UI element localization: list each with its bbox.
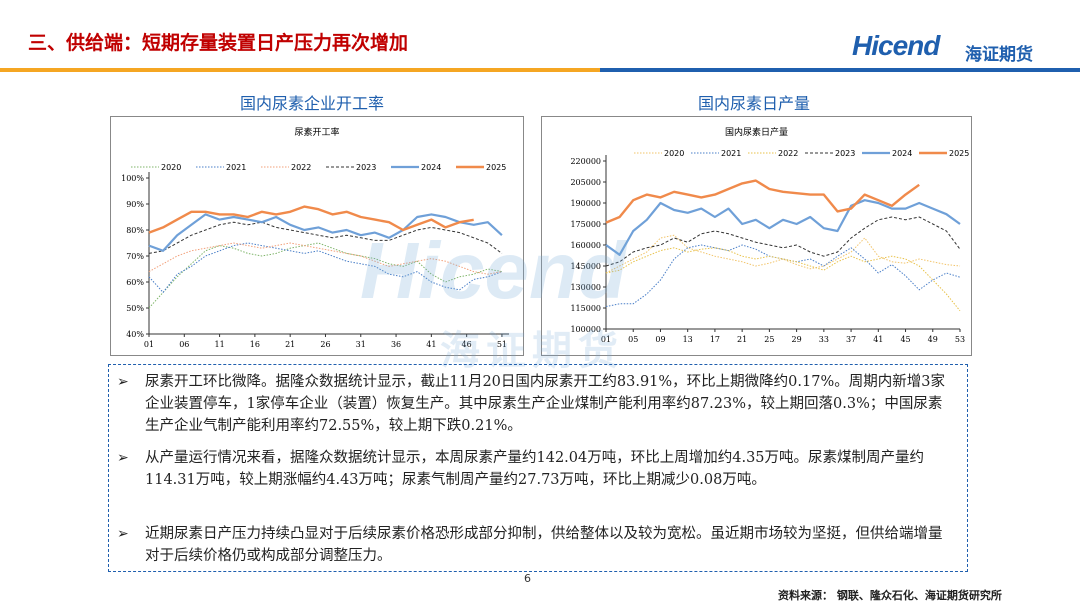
bullet-item: ➢ 从产量运行情况来看，据隆众数据统计显示，本周尿素产量约142.04万吨，环比…: [117, 447, 953, 491]
y-tick-label: 205000: [570, 178, 601, 187]
left-chart: 尿素开工率 40% 50% 60% 70% 80% 90% 100% 01 06 11 16 21 26 3…: [110, 116, 524, 356]
logo-cn-text: 海证期货: [965, 45, 1033, 65]
y-tick-label: 220000: [570, 157, 601, 166]
x-tick-label: 46: [462, 340, 472, 349]
right-chart-subtitle: 国内尿素日产量: [698, 94, 811, 113]
y-tick-label: 175000: [570, 220, 601, 229]
legend-label: 2025: [949, 149, 969, 158]
y-tick-label: 40%: [126, 330, 144, 339]
bullet-text: 从产量运行情况来看，据隆众数据统计显示，本周尿素产量约142.04万吨，环比上周…: [145, 450, 925, 488]
x-tick-label: 33: [819, 335, 829, 344]
bullet-text: 近期尿素日产压力持续凸显对于后续尿素价格恐形成部分抑制，供给整体以及较为宽松。虽…: [145, 526, 943, 564]
x-tick-label: 01: [144, 340, 154, 349]
source-note: 资料来源： 钢联、隆众石化、海证期货研究所: [778, 589, 1002, 602]
chart-title: 尿素开工率: [294, 126, 339, 138]
legend-label: 2020: [664, 149, 684, 158]
y-tick-label: 160000: [570, 241, 601, 250]
x-tick-label: 26: [320, 340, 330, 349]
x-tick-label: 06: [179, 340, 189, 349]
legend-label: 2021: [226, 163, 246, 172]
x-tick-label: 31: [356, 340, 366, 349]
logo-text: Hicend: [852, 30, 940, 61]
legend-label: 2024: [892, 149, 912, 158]
legend-label: 2024: [421, 163, 441, 172]
x-tick-label: 11: [214, 340, 224, 349]
arrow-bullet-icon: ➢: [117, 450, 129, 466]
x-tick-label: 09: [655, 335, 665, 344]
x-tick-label: 29: [792, 335, 802, 344]
y-tick-label: 100000: [570, 325, 601, 334]
right-chart: 国内尿素日产量 100000 115000 130000 145000 160000 175…: [541, 116, 972, 356]
x-tick-label: 37: [846, 335, 856, 344]
page-title: 三、供给端：短期存量装置日产压力再次增加: [28, 32, 409, 54]
series-line-2022: [605, 247, 961, 312]
x-tick-label: 25: [764, 335, 774, 344]
y-tick-label: 70%: [126, 252, 144, 261]
left-chart-svg: 尿素开工率 40% 50% 60% 70% 80% 90% 100% 01 06 11 16 21 26 3…: [121, 126, 509, 349]
y-tick-label: 130000: [570, 283, 601, 292]
y-tick-label: 190000: [570, 199, 601, 208]
x-tick-label: 36: [391, 340, 401, 349]
chart-title: 国内尿素日产量: [725, 126, 788, 138]
x-tick-label: 16: [250, 340, 260, 349]
y-tick-label: 90%: [126, 200, 144, 209]
x-tick-label: 53: [955, 335, 965, 344]
y-tick-label: 80%: [126, 226, 144, 235]
summary-box: ➢ 尿素开工环比微降。据隆众数据统计显示，截止11月20日国内尿素开工约83.9…: [108, 364, 968, 572]
y-tick-label: 145000: [570, 262, 601, 271]
header-bar-blue: [600, 68, 1080, 72]
series-line-2024: [605, 199, 961, 256]
legend-label: 2025: [486, 163, 506, 172]
bullet-item: ➢ 近期尿素日产压力持续凸显对于后续尿素价格恐形成部分抑制，供给整体以及较为宽松…: [117, 523, 953, 567]
series-line-2024: [148, 213, 503, 252]
series-line-2020: [605, 234, 961, 274]
x-tick-label: 41: [873, 335, 883, 344]
bullet-item: ➢ 尿素开工环比微降。据隆众数据统计显示，截止11月20日国内尿素开工约83.9…: [117, 371, 953, 437]
series-line-2023: [148, 221, 503, 254]
x-tick-label: 45: [900, 335, 910, 344]
x-tick-label: 49: [928, 335, 938, 344]
x-tick-label: 21: [285, 340, 295, 349]
series-line-2022: [148, 242, 502, 275]
series-line-2021: [605, 244, 961, 308]
x-tick-label: 17: [710, 335, 720, 344]
legend-label: 2022: [778, 149, 798, 158]
legend-label: 2023: [835, 149, 855, 158]
x-tick-label: 41: [426, 340, 436, 349]
page-number: 6: [524, 572, 531, 585]
series-line-2021: [148, 242, 503, 293]
y-tick-label: 50%: [126, 304, 144, 313]
legend-label: 2020: [161, 163, 181, 172]
bullet-text: 尿素开工环比微降。据隆众数据统计显示，截止11月20日国内尿素开工约83.91%…: [145, 374, 945, 434]
x-tick-label: 05: [628, 335, 638, 344]
legend-label: 2023: [356, 163, 376, 172]
y-tick-label: 60%: [126, 278, 144, 287]
header-bar-orange: [0, 68, 600, 72]
x-tick-label: 01: [601, 335, 611, 344]
legend-label: 2022: [291, 163, 311, 172]
y-tick-label: 115000: [570, 304, 601, 313]
series-line-2020: [148, 242, 502, 309]
series-line-2025: [148, 205, 474, 234]
x-tick-label: 51: [497, 340, 507, 349]
series-line-2025: [605, 179, 920, 224]
arrow-bullet-icon: ➢: [117, 374, 129, 390]
x-tick-label: 13: [683, 335, 693, 344]
series-line-2023: [605, 216, 961, 267]
legend-label: 2021: [721, 149, 741, 158]
x-tick-label: 21: [737, 335, 747, 344]
y-tick-label: 100%: [121, 174, 144, 183]
left-chart-subtitle: 国内尿素企业开工率: [240, 94, 385, 113]
arrow-bullet-icon: ➢: [117, 526, 129, 542]
right-chart-svg: 国内尿素日产量100000115000130000145000160000175…: [570, 126, 969, 344]
